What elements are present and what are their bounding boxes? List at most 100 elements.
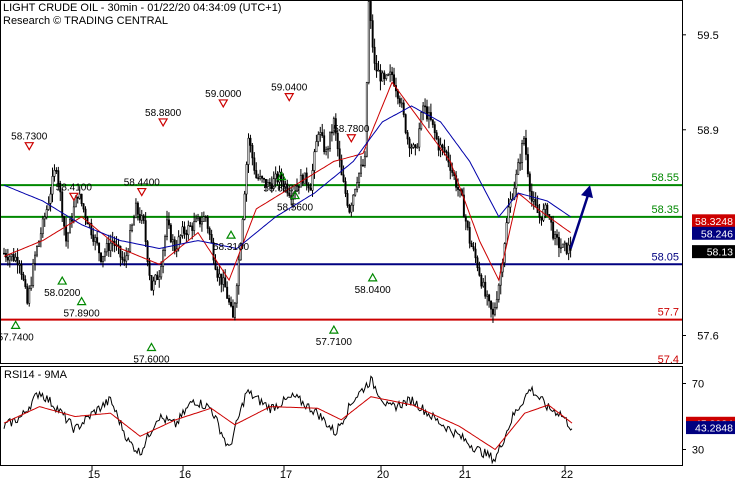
candle-body-5 [12,254,15,261]
marker-down-2 [68,192,79,202]
candle-body-7 [16,256,19,265]
candle-body-113 [222,277,225,285]
candle-body-110 [216,268,219,278]
marker-up-14 [328,324,339,334]
level-label-2: 58.05 [651,251,679,263]
candle-body-276 [538,212,541,218]
candle-body-63 [125,255,128,262]
candle-body-111 [218,273,221,278]
candle-body-115 [226,286,229,299]
candle-body-35 [70,219,73,222]
candle-body-286 [557,237,560,248]
candle-body-177 [346,193,349,206]
candle-body-136 [266,182,269,187]
candle-body-95 [187,225,190,236]
candle-body-290 [565,242,568,254]
projection-arrow-shaft [569,194,590,249]
candle-body-193 [377,69,380,72]
candle-body-25 [51,176,54,195]
candle-body-179 [350,204,353,213]
candle-body-172 [336,132,339,150]
candle-body-254 [495,299,498,308]
candle-body-98 [193,221,196,231]
candle-body-90 [177,236,180,250]
candle-body-189 [369,1,372,21]
candle-body-28 [57,170,60,184]
candle-body-228 [445,151,448,153]
candle-body-139 [272,178,275,189]
candle-body-83 [164,236,167,251]
candle-body-250 [488,294,491,302]
rsi-plot-area [3,375,573,465]
candle-body-249 [486,294,489,297]
marker-label-14: 57.7100 [316,337,353,348]
candle-body-164 [321,132,324,137]
candle-body-70 [138,213,141,221]
candle-body-9 [20,264,23,275]
candle-body-76 [150,275,153,291]
candle-body-221 [431,119,434,125]
candle-body-53 [105,243,108,253]
candle-body-214 [418,128,421,148]
candle-body-147 [288,192,291,196]
candle-body-200 [391,71,394,76]
price-tag-1: 58.246 [701,228,733,240]
candle-body-126 [247,137,250,165]
candle-body-81 [160,266,163,278]
rsi-tag-1: 43.2848 [695,423,733,435]
candle-body-30 [61,191,64,217]
candle-body-243 [474,248,477,259]
candle-body-192 [375,62,378,72]
marker-up-3 [57,275,68,285]
x-tick-label-3: 20 [377,469,389,480]
candle-body-234 [457,187,460,190]
candle-body-186 [363,155,366,166]
candle-body-289 [563,242,566,245]
candle-body-49 [98,242,101,254]
candle-body-238 [464,216,467,222]
candle-body-69 [136,202,139,215]
candle-body-36 [72,206,75,222]
candle-body-27 [55,170,58,172]
marker-down-12 [284,93,295,102]
rsi-tick-label-1: 30 [692,445,704,457]
candle-body-20 [41,218,44,235]
candle-body-239 [466,220,469,228]
candle-body-52 [103,251,106,257]
candle-body-240 [468,227,471,244]
level-label-0: 58.55 [651,172,679,184]
marker-up-16 [367,272,378,282]
candle-body-100 [197,216,200,220]
rsi-panel-frame [0,366,683,466]
candle-body-15 [32,263,35,286]
candle-body-168 [329,131,331,150]
candle-body-72 [142,215,145,221]
price-tag-bg-1 [692,226,735,240]
candle-body-131 [257,177,260,180]
candle-body-157 [307,184,310,189]
candle-body-271 [528,173,531,192]
candle-body-144 [282,180,285,188]
candle-body-222 [433,124,436,134]
marker-label-3: 58.0200 [44,288,81,299]
candle-body-3 [8,256,11,261]
candle-body-26 [53,170,56,177]
marker-label-6: 58.4400 [124,178,161,189]
candle-body-218 [426,106,428,120]
marker-up-7 [146,342,157,352]
marker-label-16: 58.0400 [355,285,392,296]
candle-body-11 [24,279,27,287]
candle-body-12 [26,286,29,304]
candle-body-54 [107,243,110,251]
candle-body-194 [379,69,382,82]
candle-body-269 [524,137,527,155]
candle-body-246 [480,274,483,287]
x-tick-label-4: 21 [459,469,471,480]
candle-body-182 [356,182,359,190]
candle-body-184 [360,164,363,174]
candle-body-152 [297,186,300,188]
candle-body-171 [334,118,337,134]
candle-body-259 [505,222,508,245]
candle-body-128 [251,145,254,159]
candle-body-117 [230,301,233,307]
